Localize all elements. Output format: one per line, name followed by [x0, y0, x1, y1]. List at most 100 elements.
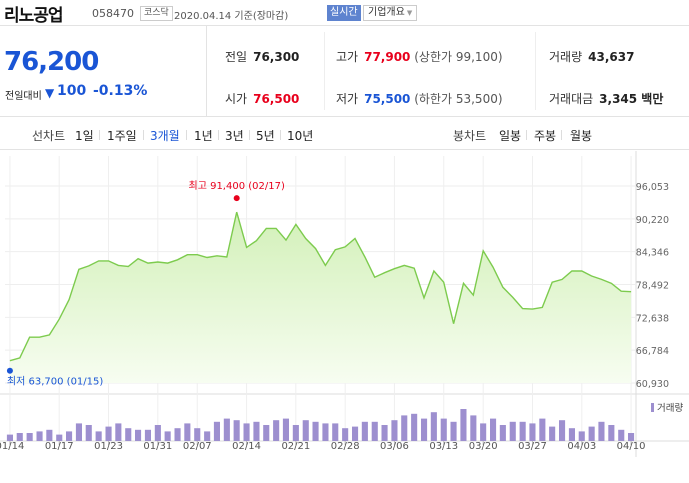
high-annotation: 최고 91,400 (02/17) — [189, 180, 285, 192]
volume-bar — [75, 423, 82, 441]
tab-1day[interactable]: 1일 — [75, 129, 94, 143]
volume-bar — [411, 413, 418, 441]
volume-bar — [342, 428, 349, 441]
divider — [526, 130, 527, 140]
volume-bar — [66, 431, 73, 441]
volume-bar — [332, 423, 339, 441]
divider — [249, 130, 250, 140]
volume-bar — [213, 421, 220, 441]
x-tick-label: 01/17 — [45, 441, 74, 452]
current-price: 76,200 — [4, 47, 99, 77]
divider — [280, 130, 281, 140]
volume-bar — [608, 425, 615, 441]
stat-value: 43,637 — [588, 50, 635, 64]
down-triangle-icon: ▼ — [45, 86, 55, 100]
volume-bar — [56, 434, 63, 441]
stat-open: 시가 76,500 — [225, 90, 299, 107]
chevron-down-icon: ▼ — [406, 9, 413, 17]
change-percent: -0.13% — [93, 83, 148, 99]
stock-code: 058470 — [92, 7, 134, 20]
tab-3months[interactable]: 3개월 — [150, 129, 180, 143]
company-info-dropdown[interactable]: 기업개요 ▼ — [363, 5, 418, 21]
divider — [561, 130, 562, 140]
volume-bar — [115, 423, 122, 441]
stat-value: 3,345 백만 — [599, 92, 664, 106]
stat-label: 거래량 — [549, 50, 583, 64]
stat-label: 전일 — [225, 50, 248, 64]
tab-1week[interactable]: 1주일 — [107, 129, 137, 143]
volume-bar — [292, 425, 299, 441]
base-date: 2020.04.14 기준(장마감) — [174, 11, 289, 22]
tab-monthly[interactable]: 월봉 — [570, 129, 593, 143]
low-marker — [6, 367, 13, 374]
stat-low: 저가 75,500 (하한가 53,500) — [336, 90, 503, 107]
chart-tabs: 선차트 1일 1주일 3개월 1년 3년 5년 10년 봉차트 일봉 주봉 월봉 — [0, 116, 689, 150]
volume-bar — [85, 425, 92, 441]
volume-bar — [490, 418, 497, 441]
volume-bar — [273, 420, 280, 441]
high-marker — [233, 195, 240, 202]
volume-bar — [430, 412, 437, 441]
stat-sub: (상한가 99,100) — [414, 50, 503, 64]
volume-bar — [499, 425, 506, 441]
price-line — [9, 211, 632, 362]
volume-bar — [194, 428, 201, 441]
volume-bar — [204, 431, 211, 441]
volume-bar — [628, 433, 635, 441]
change-label: 전일대비 — [5, 91, 42, 102]
volume-bar — [519, 421, 526, 441]
tab-5years[interactable]: 5년 — [256, 129, 275, 143]
x-tick-label: 04/03 — [567, 441, 596, 452]
volume-bar — [154, 425, 161, 441]
volume-bar — [529, 423, 536, 441]
stat-value: 77,900 — [364, 50, 411, 64]
stat-prev-close: 전일 76,300 — [225, 48, 299, 65]
x-tick-label: 03/06 — [380, 441, 409, 452]
volume-bar — [184, 423, 191, 441]
divider — [99, 130, 100, 140]
volume-bar — [470, 415, 477, 441]
y-tick-label: 96,053 — [636, 182, 669, 193]
volume-bar — [450, 421, 457, 441]
volume-bar — [509, 421, 516, 441]
volume-bar — [361, 421, 368, 441]
stat-label: 고가 — [336, 50, 359, 64]
tab-1year[interactable]: 1년 — [194, 129, 213, 143]
divider — [143, 130, 144, 140]
realtime-button[interactable]: 실시간 — [327, 5, 361, 21]
volume-bar — [598, 421, 605, 441]
x-tick-label: 03/27 — [518, 441, 547, 452]
tab-10years[interactable]: 10년 — [287, 129, 314, 143]
y-tick-label: 60,930 — [636, 379, 669, 390]
volume-bar — [549, 426, 556, 441]
x-tick-label: 02/14 — [232, 441, 261, 452]
y-tick-label: 72,638 — [636, 313, 669, 324]
volume-bar — [135, 429, 142, 441]
market-badge: 코스닥 — [140, 6, 173, 21]
company-info-label: 기업개요 — [368, 7, 405, 18]
volume-bar — [312, 421, 319, 441]
volume-legend: 거래량 — [657, 402, 683, 414]
volume-bar — [26, 433, 33, 441]
change-value: 100 — [57, 83, 87, 99]
volume-bar — [559, 420, 566, 441]
stat-high: 고가 77,900 (상한가 99,100) — [336, 48, 503, 65]
price-stats: 전일 76,300 고가 77,900 (상한가 99,100) 거래량 43,637… — [208, 26, 689, 116]
tab-weekly[interactable]: 주봉 — [534, 129, 557, 143]
volume-bar — [6, 434, 13, 441]
volume-bar — [391, 420, 398, 441]
volume-bar — [263, 425, 270, 441]
volume-bar — [539, 418, 546, 441]
tab-daily[interactable]: 일봉 — [499, 129, 522, 143]
stock-header: 리노공업 058470 코스닥 2020.04.14 기준(장마감) 실시간 기… — [0, 0, 689, 26]
x-tick-label: 02/21 — [281, 441, 310, 452]
volume-bar — [322, 423, 329, 441]
volume-bar — [223, 418, 230, 441]
volume-bar — [568, 428, 575, 441]
legend-swatch — [651, 403, 654, 412]
x-tick-label: 01/23 — [94, 441, 123, 452]
volume-bar — [174, 428, 181, 441]
price-chart[interactable]: 96,053 90,220 84,346 78,492 72,638 66,784 60,9… — [0, 151, 689, 483]
volume-bar — [16, 433, 23, 441]
tab-3years[interactable]: 3년 — [225, 129, 244, 143]
